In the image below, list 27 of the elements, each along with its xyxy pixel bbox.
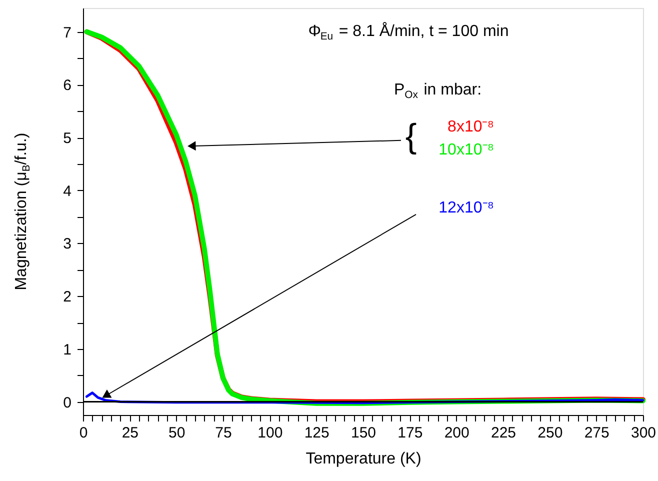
y-tick-label: 3 [63, 236, 72, 253]
text: 12x10⁻⁸ [438, 199, 494, 216]
x-tick-label: 100 [258, 424, 283, 442]
x-tick-label: 75 [215, 424, 232, 442]
x-axis-title: Temperature (K) [306, 450, 422, 468]
annotation: { [405, 117, 417, 156]
y-tick-label: 7 [63, 24, 72, 42]
y-tick-label: 1 [63, 341, 72, 358]
y-tick-label: 4 [63, 182, 72, 200]
y-tick-label: 0 [63, 394, 72, 412]
y-tick-label: 2 [63, 288, 72, 306]
x-tick-label: 175 [398, 424, 423, 442]
x-tick-label: 275 [584, 424, 610, 442]
text: 8x10⁻⁸ [448, 118, 494, 136]
x-tick-label: 50 [168, 424, 186, 442]
x-tick-label: 200 [444, 424, 470, 442]
x-tick-label: 125 [304, 424, 330, 442]
x-tick-label: 225 [490, 424, 516, 442]
x-tick-label: 300 [630, 424, 656, 442]
x-tick-label: 0 [79, 424, 88, 442]
y-tick-label: 6 [63, 77, 72, 94]
text: 10x10⁻⁸ [438, 141, 494, 158]
x-tick-label: 25 [122, 424, 139, 442]
y-tick-label: 5 [63, 130, 72, 147]
x-tick-label: 250 [538, 424, 563, 442]
x-tick-label: 150 [350, 424, 376, 442]
y-axis-title: Magnetization (μB/f.u.) [13, 132, 33, 290]
